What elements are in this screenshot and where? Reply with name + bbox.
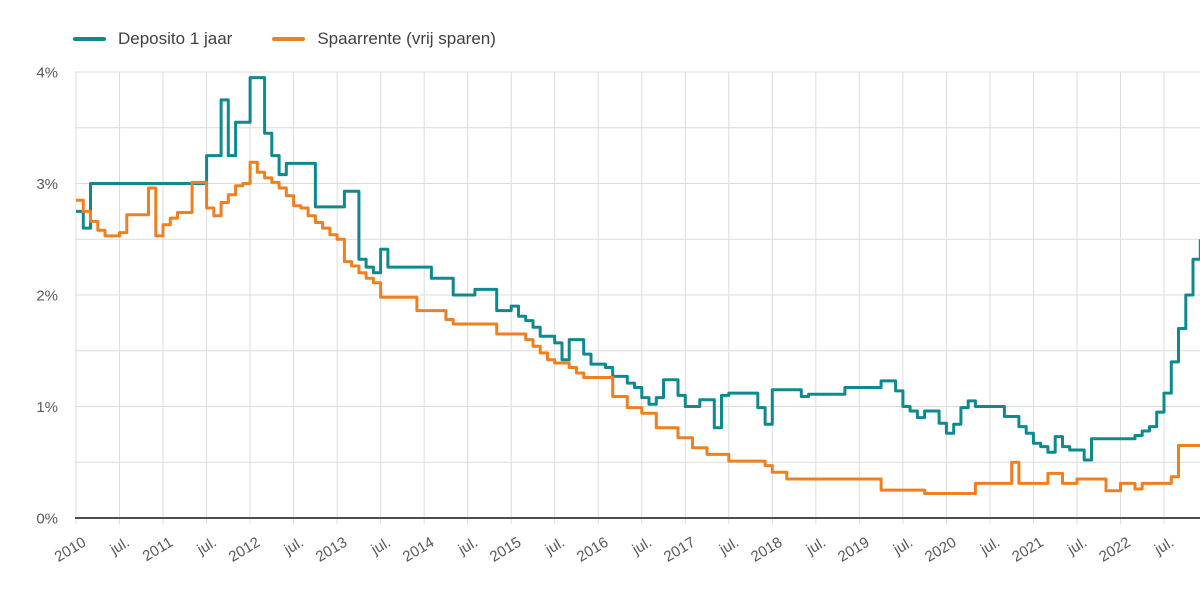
y-axis-label: 3% xyxy=(36,176,58,193)
x-axis-label: jul. xyxy=(368,534,394,559)
y-axis-label: 2% xyxy=(36,288,58,305)
x-axis-label: jul. xyxy=(455,534,481,559)
x-axis-label: 2018 xyxy=(748,534,785,566)
x-axis-label: 2019 xyxy=(835,534,872,566)
legend-item-deposito[interactable]: Deposito 1 jaar xyxy=(73,29,232,49)
x-axis-label: 2022 xyxy=(1096,534,1133,566)
x-axis-label: 2013 xyxy=(313,534,350,566)
series-line-deposito[interactable] xyxy=(76,76,1200,462)
x-axis-label: jul. xyxy=(107,534,133,559)
chart-legend: Deposito 1 jaar Spaarrente (vrij sparen) xyxy=(73,29,496,49)
x-axis-label: jul. xyxy=(890,534,916,559)
y-axis-label: 1% xyxy=(36,399,58,416)
legend-item-spaarrente[interactable]: Spaarrente (vrij sparen) xyxy=(272,29,496,49)
x-axis-label: 2020 xyxy=(922,534,959,566)
y-axis-label: 0% xyxy=(36,511,58,528)
x-axis-label: 2011 xyxy=(140,534,176,565)
x-axis-label: 2015 xyxy=(487,534,524,566)
x-axis-label: 2010 xyxy=(52,534,89,566)
legend-label-deposito: Deposito 1 jaar xyxy=(118,29,233,48)
x-axis-label: 2021 xyxy=(1009,534,1046,566)
series-line-spaarrente[interactable] xyxy=(76,160,1200,495)
x-axis-label: jul. xyxy=(542,534,568,559)
legend-swatch-deposito-icon xyxy=(73,37,106,41)
x-axis-label: 2017 xyxy=(661,534,698,566)
x-axis-label: jul. xyxy=(1151,534,1177,559)
legend-swatch-spaarrente-icon xyxy=(272,37,306,41)
x-axis-label: jul. xyxy=(194,534,220,559)
x-axis-label: jul. xyxy=(1064,534,1090,559)
x-axis-label: jul. xyxy=(716,534,742,559)
y-axis-label: 4% xyxy=(36,65,58,82)
x-axis-label: jul. xyxy=(629,534,655,559)
legend-label-spaarrente: Spaarrente (vrij sparen) xyxy=(317,29,496,48)
x-axis-label: jul. xyxy=(977,534,1003,559)
x-axis-label: 2012 xyxy=(226,534,263,566)
x-axis-label: jul. xyxy=(803,534,829,559)
x-axis-label: 2016 xyxy=(574,534,611,566)
x-axis-label: 2014 xyxy=(400,534,437,566)
x-axis-label: jul. xyxy=(281,534,307,559)
